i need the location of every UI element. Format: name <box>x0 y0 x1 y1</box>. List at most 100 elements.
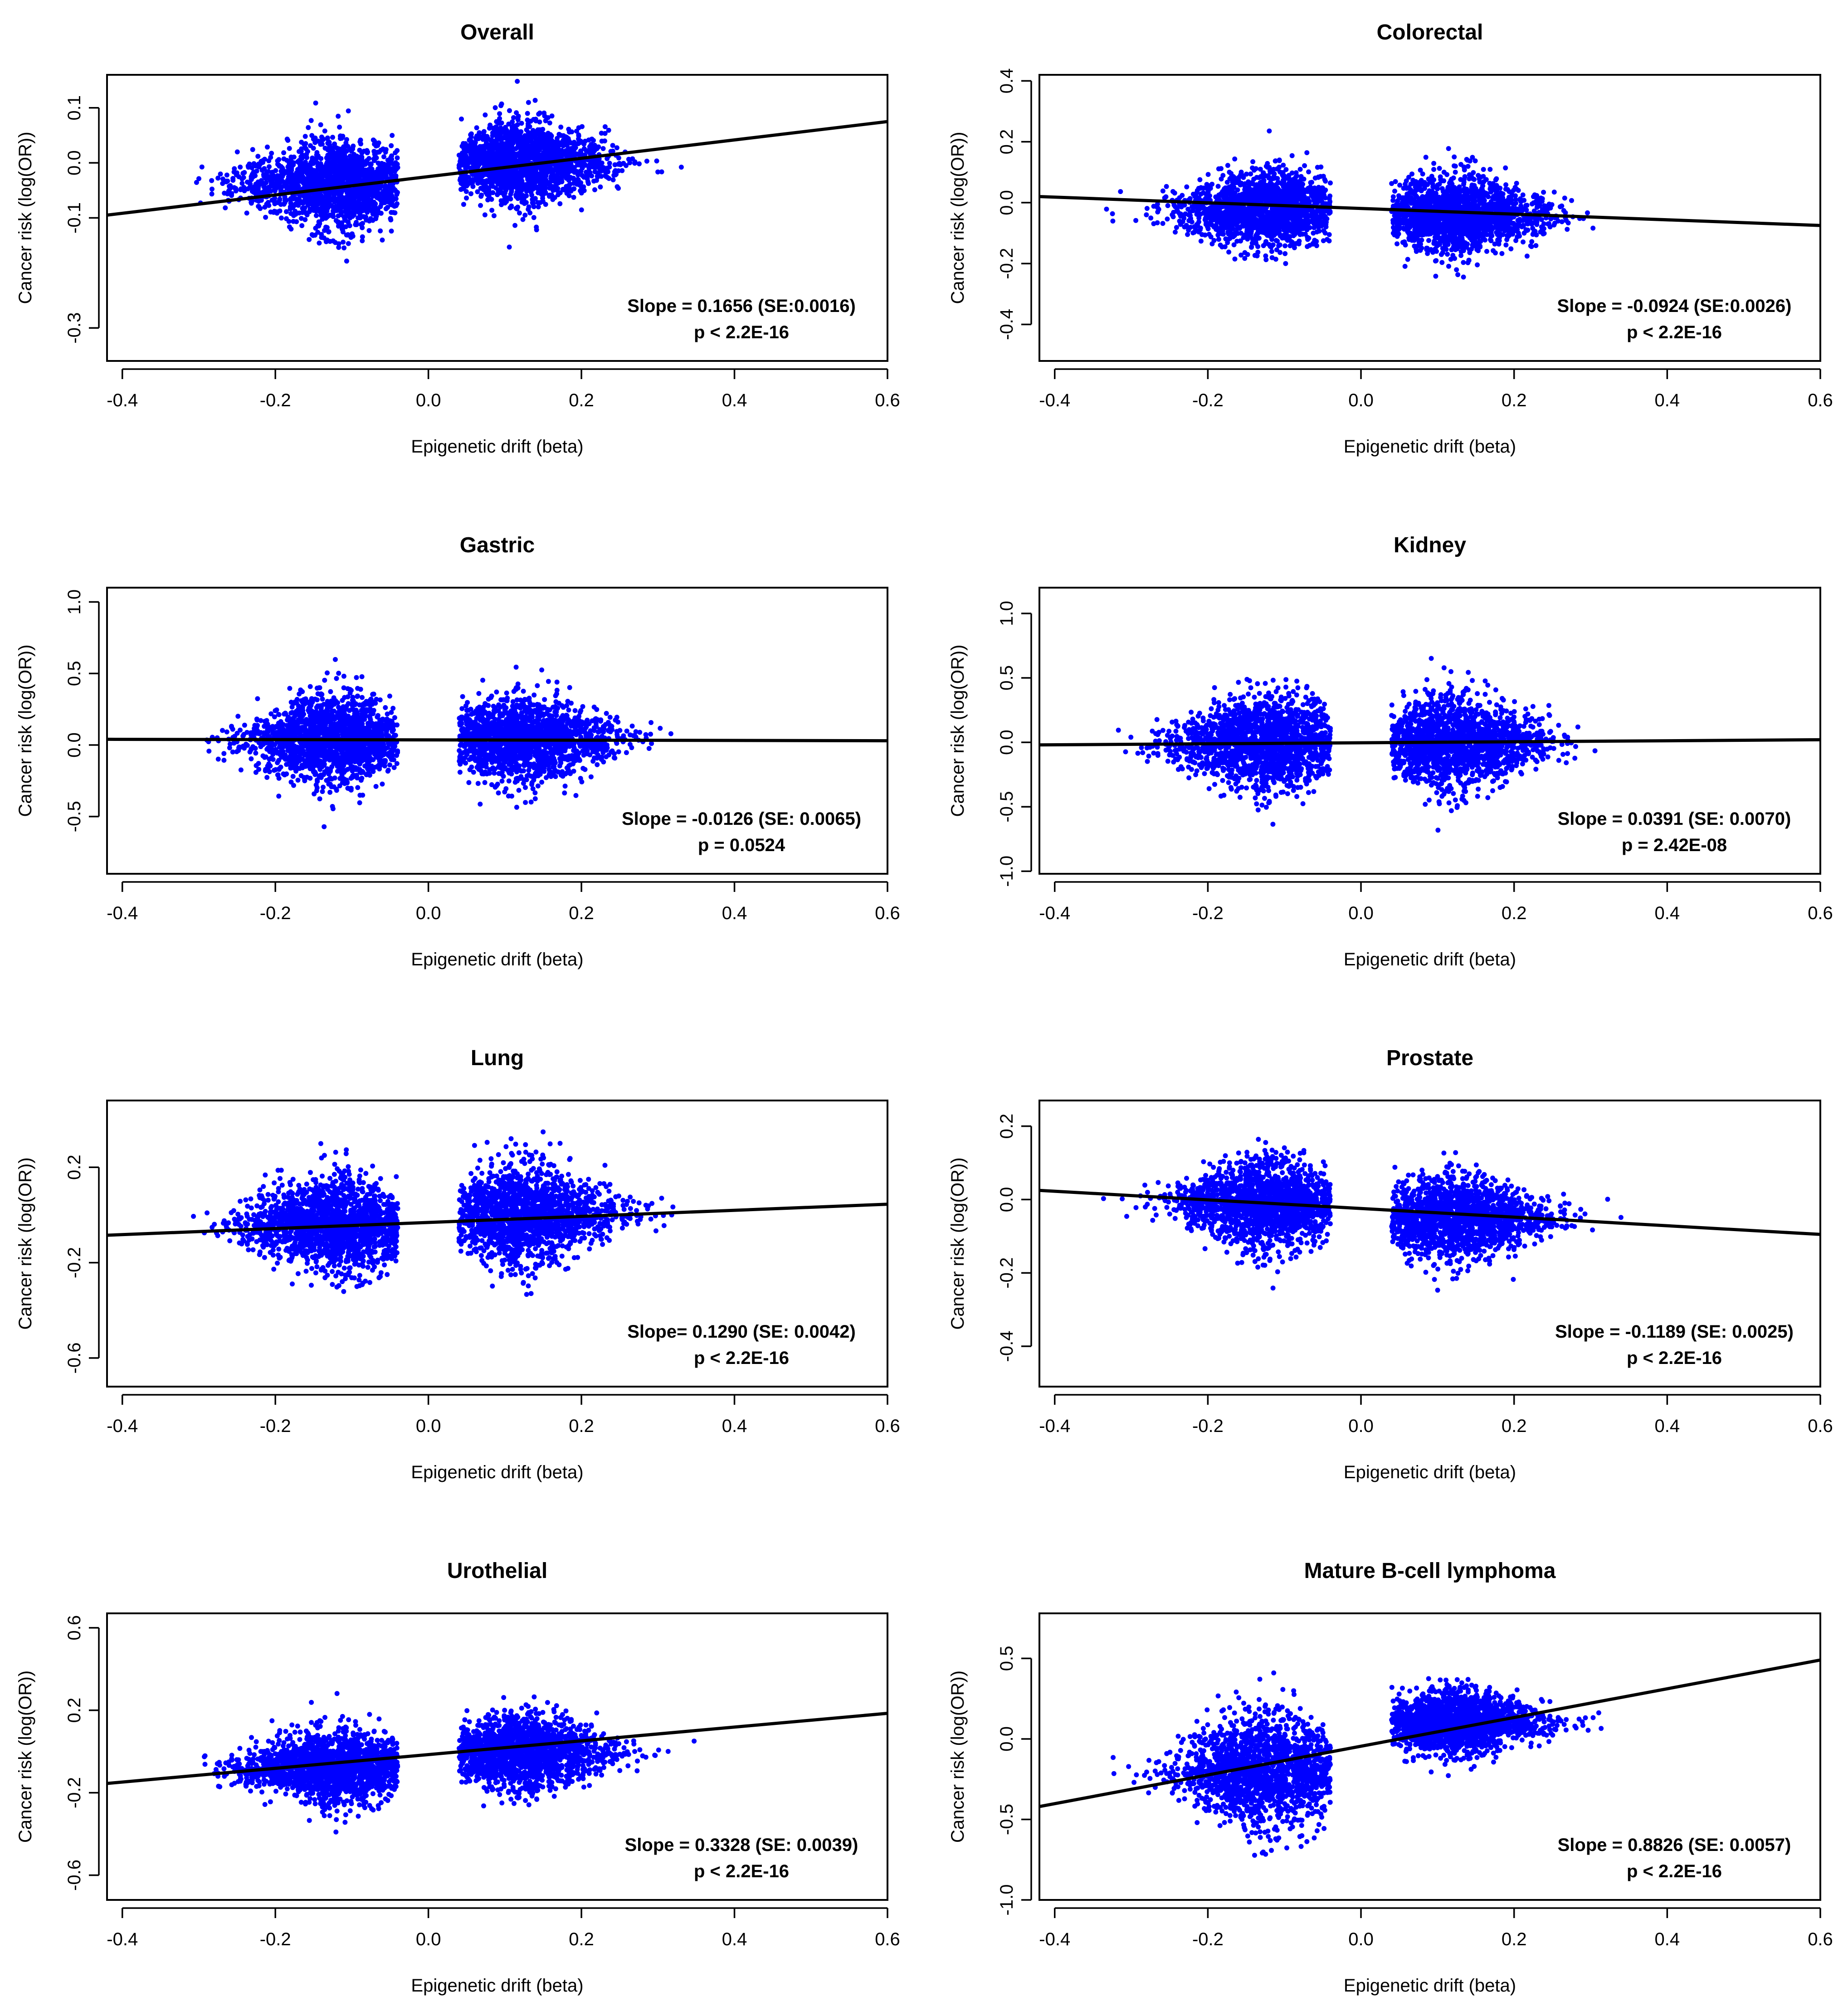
data-point <box>317 221 322 226</box>
data-point <box>1172 190 1177 196</box>
data-point <box>322 201 328 207</box>
data-point <box>373 215 379 221</box>
data-point <box>393 163 398 169</box>
data-point <box>558 168 563 174</box>
data-point <box>475 189 480 195</box>
data-point <box>553 177 559 183</box>
data-point <box>1279 191 1285 196</box>
data-point <box>1110 219 1116 224</box>
data-point <box>286 180 292 185</box>
data-point <box>655 169 661 175</box>
data-point <box>527 185 531 191</box>
data-point <box>361 168 366 173</box>
data-point <box>325 179 331 184</box>
data-point <box>360 238 365 243</box>
data-point <box>581 188 587 193</box>
data-point <box>572 170 577 175</box>
data-point <box>542 113 547 119</box>
data-point <box>497 111 502 117</box>
data-point <box>343 224 349 229</box>
data-point <box>388 166 394 171</box>
data-point <box>1184 184 1190 190</box>
data-point <box>353 163 359 169</box>
data-point <box>486 170 492 175</box>
data-point <box>559 175 564 180</box>
data-point <box>368 162 373 168</box>
data-point <box>1283 261 1288 266</box>
data-point <box>378 204 383 209</box>
data-point <box>291 213 297 218</box>
data-point <box>262 156 268 162</box>
data-point <box>294 182 299 188</box>
data-point <box>306 166 312 171</box>
data-point <box>510 138 515 144</box>
data-point <box>504 199 509 204</box>
data-point <box>1269 249 1274 254</box>
data-point <box>535 186 540 191</box>
data-point <box>284 184 290 189</box>
data-point <box>1295 197 1300 202</box>
data-point <box>382 166 388 171</box>
data-point <box>576 152 582 158</box>
data-point <box>557 201 563 206</box>
data-point <box>550 197 556 202</box>
data-point <box>1170 212 1175 218</box>
data-point <box>1148 215 1154 221</box>
data-point <box>473 153 478 159</box>
data-point <box>375 210 381 216</box>
data-point <box>347 223 352 229</box>
data-point <box>614 145 619 151</box>
data-point <box>1304 150 1310 156</box>
data-point <box>338 133 343 139</box>
data-point <box>325 167 330 172</box>
data-point <box>1197 177 1203 182</box>
data-point <box>485 197 491 203</box>
data-point <box>515 172 520 178</box>
data-point <box>464 195 469 201</box>
data-point <box>495 142 500 147</box>
data-point <box>310 199 316 205</box>
data-point <box>281 156 287 161</box>
data-point <box>517 141 522 147</box>
data-point <box>1198 185 1204 190</box>
data-point <box>1219 231 1225 237</box>
data-point <box>1323 222 1329 227</box>
x-tick-label: 0.6 <box>875 390 900 410</box>
data-point <box>303 141 308 146</box>
data-point <box>499 169 505 174</box>
data-point <box>490 147 496 152</box>
data-point <box>576 136 581 141</box>
data-point <box>228 183 233 188</box>
data-point <box>1307 189 1312 194</box>
data-point <box>255 154 261 159</box>
data-point <box>499 173 505 178</box>
data-point <box>326 229 332 234</box>
data-point <box>268 184 273 189</box>
data-point <box>632 161 638 166</box>
data-point <box>357 147 362 153</box>
data-point <box>285 168 290 174</box>
data-point <box>1225 240 1230 245</box>
data-point <box>481 155 487 161</box>
data-point <box>341 202 346 207</box>
data-point <box>1280 198 1286 203</box>
data-point <box>581 184 586 190</box>
data-point <box>488 175 494 180</box>
data-point <box>495 135 500 140</box>
data-point <box>503 133 509 138</box>
data-point <box>461 157 467 162</box>
data-point <box>497 178 502 184</box>
data-point <box>541 174 547 179</box>
data-point <box>381 154 386 160</box>
data-point <box>1267 128 1272 134</box>
data-point <box>364 159 370 165</box>
data-point <box>351 143 356 149</box>
data-point <box>287 146 292 151</box>
data-point <box>330 169 336 174</box>
data-point <box>337 199 343 204</box>
data-point <box>514 110 519 116</box>
data-point <box>607 161 612 166</box>
data-point <box>550 169 556 174</box>
data-point <box>209 191 215 197</box>
data-point <box>281 150 287 156</box>
